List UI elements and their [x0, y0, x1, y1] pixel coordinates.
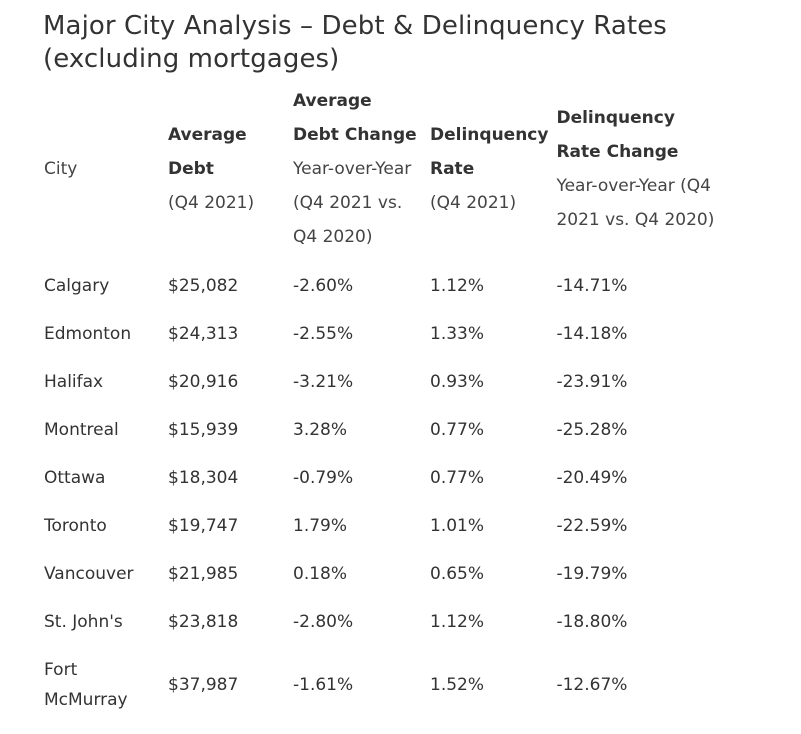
cell-city: Montreal: [44, 420, 119, 440]
cell-debt-change: -2.60%: [293, 276, 354, 296]
table-row: Toronto $19,747 1.79% 1.01% -22.59%: [36, 502, 716, 550]
table-row: Calgary $25,082 -2.60% 1.12% -14.71%: [36, 262, 716, 310]
header-average-debt-sub: (Q4 2021): [168, 193, 255, 213]
cell-city: Toronto: [44, 516, 107, 536]
cell-rate: 1.01%: [430, 516, 485, 536]
header-rate-change: Delinquency Rate Change Year-over-Year (…: [548, 84, 716, 262]
cell-debt-change: -1.61%: [293, 675, 354, 695]
cell-rate: 1.52%: [430, 675, 485, 695]
cell-city: Calgary: [44, 276, 110, 296]
cell-debt: $18,304: [168, 468, 239, 488]
table-row: Ottawa $18,304 -0.79% 0.77% -20.49%: [36, 454, 716, 502]
city-debt-table: City Average Debt (Q4 2021) Average Debt…: [36, 84, 716, 724]
cell-debt: $19,747: [168, 516, 239, 536]
cell-debt-change: -3.21%: [293, 372, 354, 392]
cell-debt-change: 3.28%: [293, 420, 348, 440]
cell-debt: $20,916: [168, 372, 239, 392]
cell-rate: 0.77%: [430, 468, 485, 488]
header-city: City: [36, 84, 160, 262]
cell-rate-change: -25.28%: [556, 420, 628, 440]
cell-rate: 1.33%: [430, 324, 485, 344]
cell-city: Halifax: [44, 372, 104, 392]
cell-debt-change: -0.79%: [293, 468, 354, 488]
cell-debt-change: 1.79%: [293, 516, 348, 536]
header-debt-change-sub: Year-over-Year (Q4 2021 vs. Q4 2020): [293, 159, 412, 247]
cell-rate: 1.12%: [430, 612, 485, 632]
cell-city: Vancouver: [44, 564, 134, 584]
cell-debt: $23,818: [168, 612, 239, 632]
header-city-label: City: [44, 159, 78, 179]
cell-debt-change: -2.80%: [293, 612, 354, 632]
table-header-row: City Average Debt (Q4 2021) Average Debt…: [36, 84, 716, 262]
table-row: Montreal $15,939 3.28% 0.77% -25.28%: [36, 406, 716, 454]
cell-rate-change: -12.67%: [556, 675, 628, 695]
table-row: Edmonton $24,313 -2.55% 1.33% -14.18%: [36, 310, 716, 358]
cell-rate-change: -19.79%: [556, 564, 628, 584]
cell-debt: $24,313: [168, 324, 239, 344]
header-delinquency-rate-sub: (Q4 2021): [430, 193, 517, 213]
cell-debt-change: -2.55%: [293, 324, 354, 344]
cell-rate-change: -14.18%: [556, 324, 628, 344]
cell-rate-change: -18.80%: [556, 612, 628, 632]
header-debt-change-label: Average Debt Change: [293, 91, 417, 145]
cell-city: Edmonton: [44, 324, 132, 344]
cell-debt: $37,987: [168, 675, 239, 695]
cell-debt: $25,082: [168, 276, 239, 296]
header-rate-change-sub: Year-over-Year (Q4 2021 vs. Q4 2020): [556, 176, 715, 230]
cell-city: Fort McMurray: [44, 660, 128, 710]
cell-rate-change: -20.49%: [556, 468, 628, 488]
header-rate-change-label: Delinquency Rate Change: [556, 108, 679, 162]
header-average-debt: Average Debt (Q4 2021): [160, 84, 285, 262]
cell-rate: 1.12%: [430, 276, 485, 296]
page-title: Major City Analysis – Debt & Delinquency…: [43, 11, 667, 74]
header-delinquency-rate: Delinquency Rate (Q4 2021): [422, 84, 548, 262]
header-average-debt-label: Average Debt: [168, 125, 247, 179]
table-row: Halifax $20,916 -3.21% 0.93% -23.91%: [36, 358, 716, 406]
cell-debt: $21,985: [168, 564, 239, 584]
cell-rate: 0.77%: [430, 420, 485, 440]
cell-debt-change: 0.18%: [293, 564, 348, 584]
cell-rate-change: -22.59%: [556, 516, 628, 536]
cell-city: St. John's: [44, 612, 123, 632]
cell-city: Ottawa: [44, 468, 106, 488]
header-debt-change: Average Debt Change Year-over-Year (Q4 2…: [285, 84, 422, 262]
cell-debt: $15,939: [168, 420, 239, 440]
table-row: St. John's $23,818 -2.80% 1.12% -18.80%: [36, 598, 716, 646]
cell-rate: 0.93%: [430, 372, 485, 392]
cell-rate: 0.65%: [430, 564, 485, 584]
header-delinquency-rate-label: Delinquency Rate: [430, 125, 549, 179]
table-row: Vancouver $21,985 0.18% 0.65% -19.79%: [36, 550, 716, 598]
cell-rate-change: -14.71%: [556, 276, 628, 296]
table-row: Fort McMurray $37,987 -1.61% 1.52% -12.6…: [36, 646, 716, 724]
cell-rate-change: -23.91%: [556, 372, 628, 392]
